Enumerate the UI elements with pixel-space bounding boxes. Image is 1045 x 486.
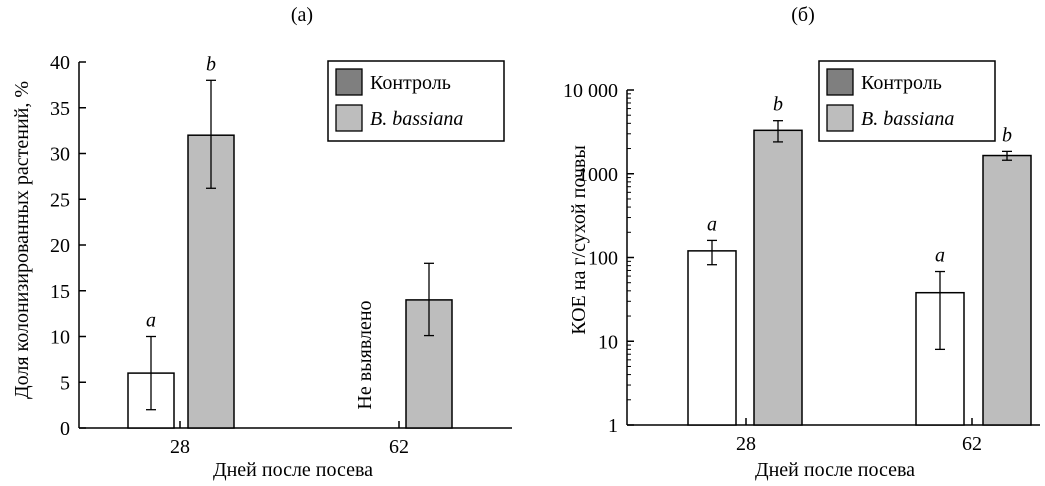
- x-tick-label: 28: [736, 433, 756, 455]
- y-tick-label: 20: [50, 235, 70, 257]
- legend-swatch: [826, 68, 854, 96]
- y-tick-label: 1: [608, 415, 618, 437]
- y-axis-title: КОЕ на г/сухой почвы: [568, 145, 590, 335]
- chart-title: (б): [791, 4, 815, 26]
- y-axis-title: Доля колонизированных растений, %: [11, 81, 33, 399]
- annotation-not-detected: Не выявлено: [354, 300, 376, 409]
- chart-panel-a: 0 5 10 15 20 25 30 35 40 28 62 a b Не выявлено (а) Дней…: [11, 4, 512, 481]
- chart-title: (а): [291, 4, 313, 26]
- legend-swatch: [335, 104, 363, 132]
- legend: Контроль B. bassiana: [818, 60, 996, 142]
- bar: [687, 250, 737, 426]
- x-tick-label: 62: [962, 433, 982, 455]
- y-tick-label: 30: [50, 144, 70, 166]
- significance-label: a: [707, 213, 717, 235]
- x-tick-label: 62: [389, 436, 409, 458]
- legend-label: B. bassiana: [861, 108, 954, 130]
- y-tick-label: 0: [60, 418, 70, 440]
- y-tick-label: 100: [588, 248, 618, 270]
- significance-label: b: [1002, 124, 1012, 146]
- significance-label: b: [206, 53, 216, 75]
- legend-label: B. bassiana: [370, 108, 463, 130]
- x-tick-label: 28: [170, 436, 190, 458]
- significance-label: a: [146, 310, 156, 332]
- x-axis-title: Дней после посева: [755, 459, 915, 481]
- legend-label: Контроль: [370, 72, 451, 94]
- y-tick-label: 40: [50, 52, 70, 74]
- x-axis-title: Дней после посева: [213, 459, 373, 481]
- bar: [753, 129, 803, 426]
- y-tick-label: 10: [598, 331, 618, 353]
- y-tick-label: 1000: [578, 164, 618, 186]
- y-tick-label: 5: [60, 372, 70, 394]
- legend-swatch: [335, 68, 363, 96]
- y-tick-label: 10 000: [563, 80, 618, 102]
- legend-swatch: [826, 104, 854, 132]
- significance-label: b: [773, 94, 783, 116]
- significance-label: a: [935, 245, 945, 267]
- legend: Контроль B. bassiana: [327, 60, 505, 142]
- y-tick-label: 15: [50, 281, 70, 303]
- chart-panel-b: 1 10 100 1000 10 000 28 62 a b a b (б) Дней после по…: [563, 4, 1040, 481]
- bar: [982, 154, 1032, 426]
- y-tick-label: 25: [50, 189, 70, 211]
- y-tick-label: 10: [50, 327, 70, 349]
- legend-label: Контроль: [861, 72, 942, 94]
- y-tick-label: 35: [50, 98, 70, 120]
